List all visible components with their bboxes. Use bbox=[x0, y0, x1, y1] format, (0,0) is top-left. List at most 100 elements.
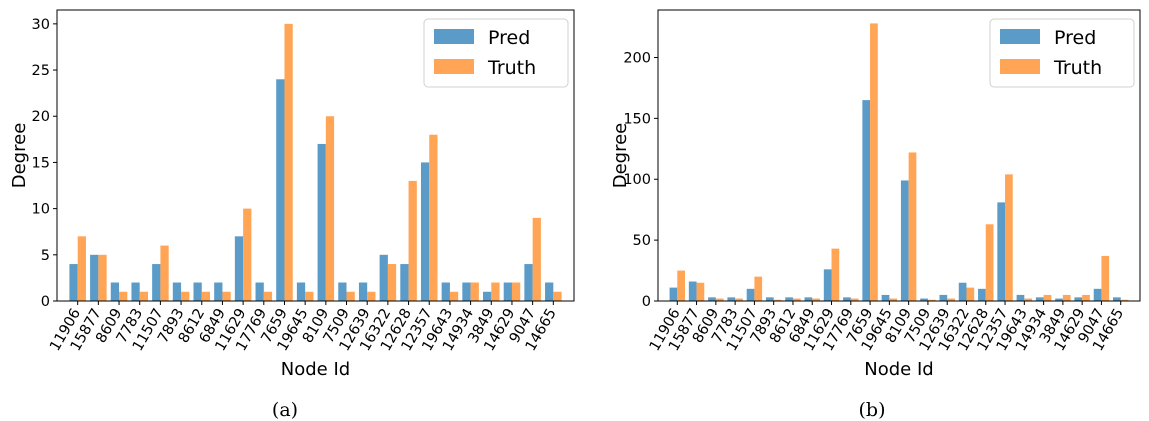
bar-truth-19645 bbox=[305, 291, 314, 301]
legend: Pred Truth bbox=[989, 18, 1135, 88]
bar-pred-9047 bbox=[524, 264, 533, 301]
bar-truth-8609 bbox=[119, 291, 128, 301]
bar-pred-14629 bbox=[1074, 297, 1083, 301]
bar-pred-14934 bbox=[1035, 297, 1044, 301]
y-tick-label: 200 bbox=[623, 50, 651, 66]
bar-truth-16322 bbox=[966, 287, 975, 301]
bar-truth-19643 bbox=[449, 291, 459, 301]
bar-pred-12639 bbox=[358, 282, 368, 301]
bar-pred-3849 bbox=[483, 291, 492, 301]
bar-truth-15877 bbox=[696, 282, 705, 301]
chart-panel-1: 0510152025301190615877860977831150778938… bbox=[9, 9, 575, 421]
y-tick-label: 0 bbox=[41, 294, 50, 310]
y-axis-title: Degree bbox=[610, 123, 631, 189]
bar-truth-17769 bbox=[263, 291, 273, 301]
bar-pred-15877 bbox=[688, 281, 697, 301]
legend-label-pred: Pred bbox=[488, 27, 530, 49]
bar-pred-12357 bbox=[997, 202, 1006, 301]
bar-pred-9047 bbox=[1093, 288, 1102, 301]
bar-truth-14629 bbox=[511, 282, 521, 301]
bar-truth-12357 bbox=[1005, 174, 1013, 301]
legend-label-truth: Truth bbox=[1053, 57, 1102, 79]
bar-truth-8109 bbox=[325, 116, 335, 302]
bar-pred-7893 bbox=[765, 297, 774, 301]
bar-truth-8612 bbox=[792, 298, 801, 301]
bar-pred-6849 bbox=[804, 297, 813, 301]
bar-pred-8109 bbox=[900, 180, 909, 301]
y-tick-label: 10 bbox=[32, 202, 50, 218]
bar-truth-7659 bbox=[284, 23, 293, 302]
y-tick-label: 50 bbox=[633, 233, 651, 249]
bar-pred-6849 bbox=[214, 282, 223, 301]
bar-truth-14629 bbox=[1082, 294, 1090, 301]
bar-truth-11906 bbox=[77, 236, 86, 301]
axes-frame bbox=[657, 9, 1141, 302]
chart-panel-2: 0501001502001190615877860977831150778938… bbox=[610, 9, 1141, 421]
bar-pred-11906 bbox=[69, 264, 78, 301]
bar-pred-12628 bbox=[400, 264, 409, 301]
bar-truth-6849 bbox=[812, 298, 820, 301]
bar-truth-16322 bbox=[387, 264, 397, 301]
bar-truth-19645 bbox=[889, 298, 898, 301]
bar-truth-12628 bbox=[408, 180, 417, 301]
bar-pred-14665 bbox=[1113, 297, 1121, 301]
bar-truth-14934 bbox=[1043, 294, 1052, 301]
bar-truth-12639 bbox=[367, 291, 376, 301]
bar-truth-12639 bbox=[947, 298, 955, 301]
bar-pred-3849 bbox=[1055, 298, 1063, 301]
bar-truth-3849 bbox=[1062, 294, 1071, 301]
bar-truth-9047 bbox=[532, 217, 541, 301]
bar-pred-19645 bbox=[296, 282, 306, 301]
y-tick-label: 0 bbox=[642, 294, 651, 310]
bar-truth-6849 bbox=[222, 291, 231, 301]
legend-label-pred: Pred bbox=[1054, 27, 1096, 49]
bar-pred-19643 bbox=[441, 282, 450, 301]
bar-truth-7783 bbox=[139, 291, 148, 301]
bar-pred-12639 bbox=[939, 294, 948, 301]
bar-pred-16322 bbox=[379, 254, 388, 301]
bar-pred-8612 bbox=[785, 297, 793, 301]
bar-truth-11507 bbox=[754, 276, 763, 301]
bar-truth-12357 bbox=[429, 134, 438, 301]
bar-pred-11906 bbox=[669, 287, 678, 301]
bar-pred-7509 bbox=[338, 282, 347, 301]
bar-pred-7659 bbox=[276, 79, 285, 301]
bar-truth-9047 bbox=[1101, 255, 1110, 301]
bar-pred-7893 bbox=[172, 282, 182, 301]
bar-truth-7509 bbox=[927, 299, 936, 301]
bar-truth-7893 bbox=[181, 291, 190, 301]
axes-frame bbox=[56, 9, 575, 302]
y-axis-title: Degree bbox=[9, 123, 30, 189]
bar-truth-7893 bbox=[773, 299, 782, 301]
bar-pred-11629 bbox=[234, 236, 244, 301]
bar-pred-19643 bbox=[1016, 294, 1025, 301]
bar-truth-11629 bbox=[831, 248, 840, 301]
bar-pred-8612 bbox=[193, 282, 202, 301]
bar-pred-12357 bbox=[420, 162, 430, 301]
y-tick-label: 20 bbox=[32, 109, 50, 125]
y-tick-label: 15 bbox=[32, 155, 50, 171]
bar-pred-14629 bbox=[503, 282, 512, 301]
bar-pred-11629 bbox=[823, 269, 832, 301]
legend-swatch-truth bbox=[1000, 59, 1040, 74]
bar-pred-12628 bbox=[978, 288, 986, 301]
bar-truth-8609 bbox=[715, 298, 724, 301]
bar-truth-15877 bbox=[98, 254, 107, 301]
bar-pred-8609 bbox=[708, 297, 716, 301]
bar-pred-14934 bbox=[462, 282, 471, 301]
y-tick-label: 150 bbox=[623, 111, 651, 127]
bar-pred-8609 bbox=[110, 282, 120, 301]
bar-pred-7783 bbox=[131, 282, 140, 301]
bar-truth-11906 bbox=[677, 270, 685, 301]
x-axis-title: Node Id bbox=[864, 359, 933, 380]
bar-pred-14665 bbox=[545, 282, 554, 301]
y-tick-label: 30 bbox=[32, 17, 50, 33]
legend-swatch-truth bbox=[434, 59, 474, 74]
bar-pred-8109 bbox=[317, 143, 326, 301]
figure-caption: (a) bbox=[272, 399, 298, 421]
bar-pred-11507 bbox=[152, 264, 161, 301]
x-axis-title: Node Id bbox=[281, 359, 350, 380]
legend: Pred Truth bbox=[423, 18, 569, 88]
bar-truth-3849 bbox=[491, 282, 500, 301]
